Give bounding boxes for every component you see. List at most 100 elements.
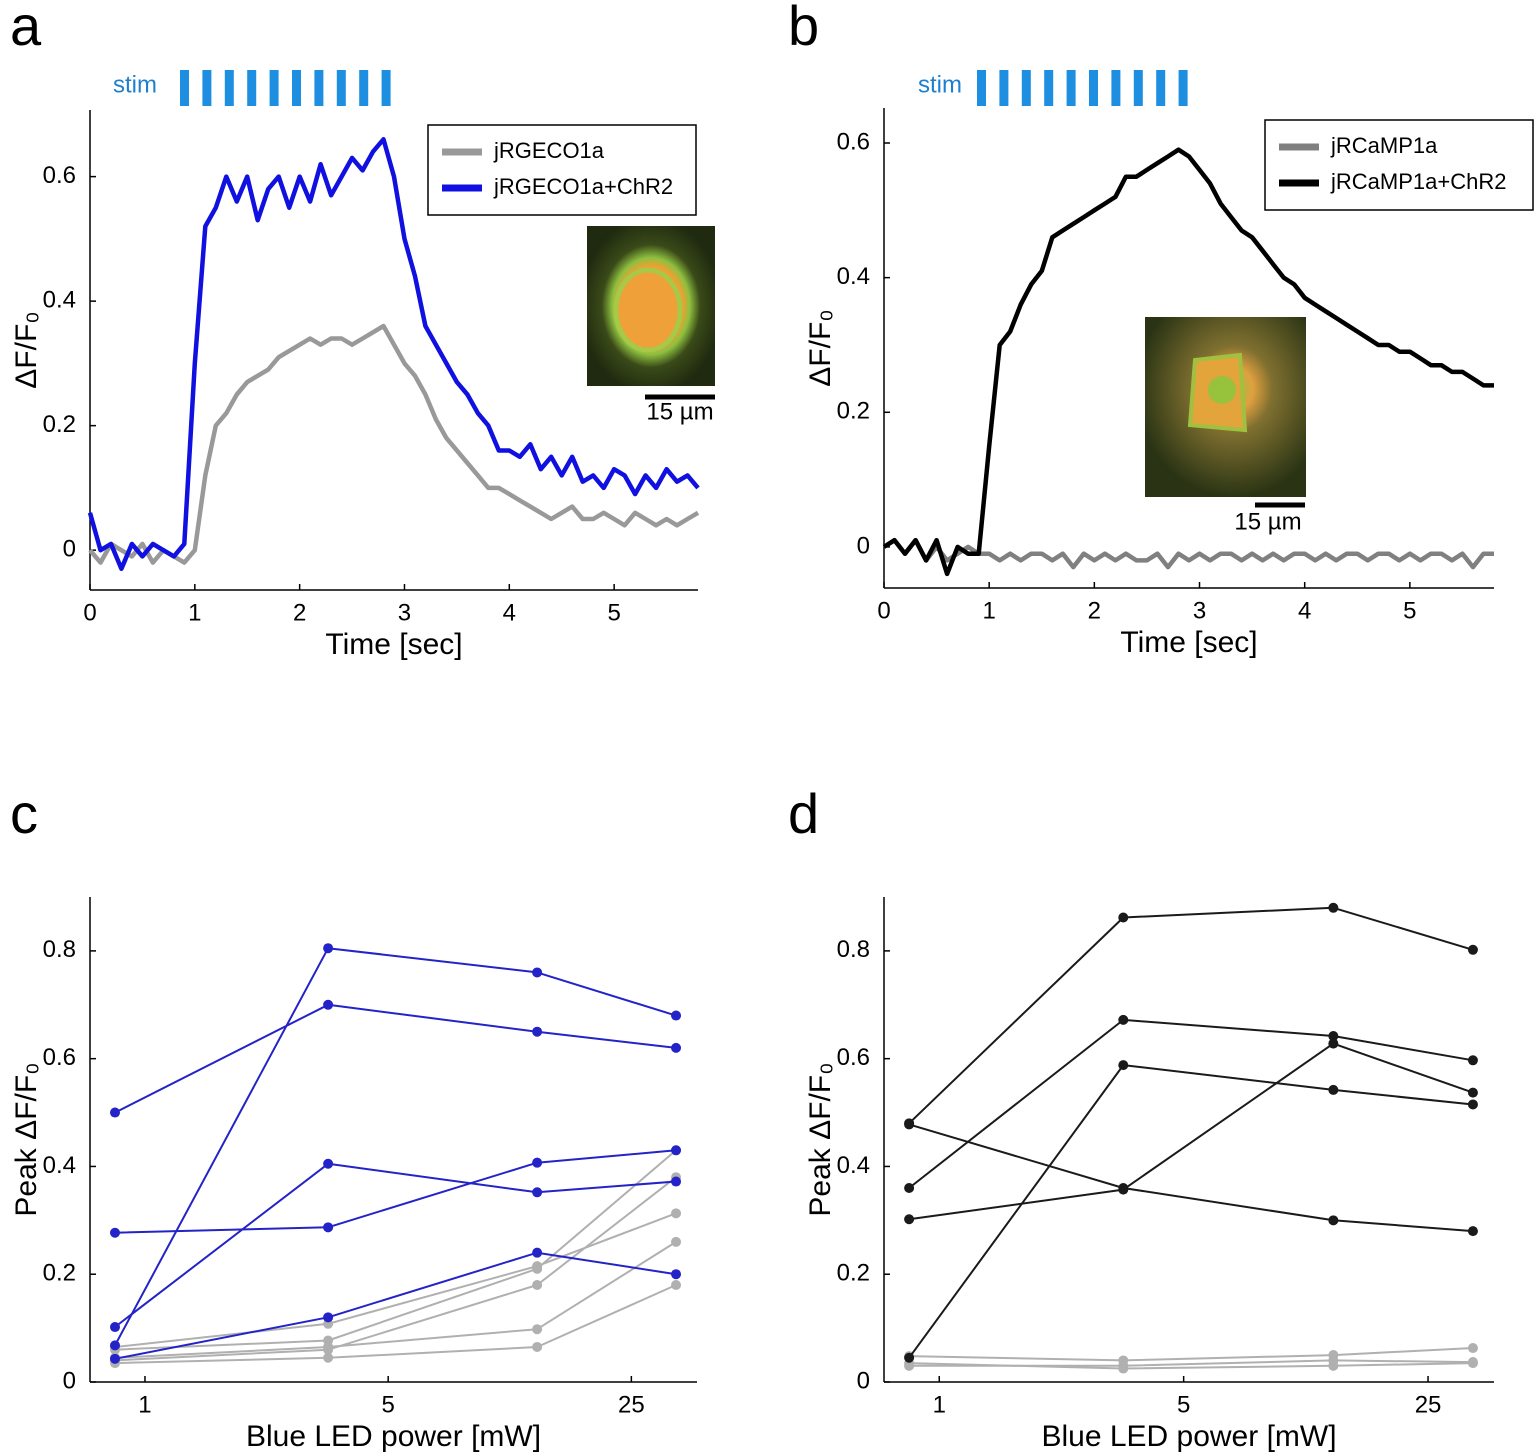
x-axis-label: Time [sec]: [1120, 626, 1257, 659]
series-line: [908, 906, 1474, 1125]
legend-box: [1264, 119, 1534, 211]
point: [671, 1236, 682, 1247]
y-tick-label: 0.8: [43, 936, 76, 963]
point: [671, 1010, 682, 1021]
point: [532, 1157, 543, 1168]
y-tick-label: 0.4: [43, 286, 76, 313]
point: [1328, 1215, 1339, 1226]
panel-letter: c: [10, 782, 38, 845]
stim-pulse: [180, 70, 189, 106]
x-axis-label: Time [sec]: [325, 628, 462, 661]
x-tick-label: 4: [1298, 597, 1311, 624]
series-line: [114, 947, 677, 1346]
point: [1467, 1087, 1478, 1098]
stim-pulse: [247, 70, 257, 106]
x-tick-label: 25: [618, 1391, 645, 1418]
point: [904, 1214, 915, 1225]
panel-letter: b: [788, 0, 819, 57]
point: [904, 1183, 915, 1193]
point: [904, 1352, 915, 1363]
y-tick-label: 0.6: [837, 1044, 870, 1071]
point: [109, 1227, 120, 1238]
point: [1467, 944, 1478, 955]
point: [671, 1269, 682, 1280]
point: [1467, 1226, 1478, 1237]
series-line: [114, 1162, 677, 1328]
x-tick-label: 2: [293, 599, 306, 626]
point: [671, 1042, 682, 1053]
inset-image-b: [1145, 317, 1306, 508]
point: [1118, 1183, 1129, 1193]
point: [109, 1353, 120, 1364]
y-tick-label: 0.4: [837, 1152, 870, 1179]
x-tick-label: 2: [1088, 597, 1101, 624]
point: [1328, 1031, 1339, 1042]
y-tick-label: 0.2: [43, 411, 76, 438]
scale-bar-label: 15 µm: [1234, 508, 1301, 535]
series-line: [114, 1149, 677, 1234]
point: [532, 1324, 543, 1335]
point: [1467, 1055, 1478, 1066]
stim-pulse: [1089, 70, 1098, 106]
x-tick-label: 0: [877, 597, 890, 624]
y-tick-label: 0: [857, 1367, 870, 1394]
x-tick-label: 1: [982, 597, 995, 624]
point: [1328, 902, 1339, 913]
series-line: [114, 1176, 677, 1362]
x-axis-label: Blue LED power [mW]: [1041, 1420, 1336, 1453]
x-tick-label: 3: [398, 599, 411, 626]
series-line: [909, 1347, 1473, 1362]
series-line: [908, 1064, 1474, 1359]
stim-label: stim: [113, 71, 157, 98]
stim-pulse: [977, 70, 986, 106]
y-tick-label: 0.4: [43, 1152, 76, 1179]
y-tick-label: 0.6: [43, 1044, 76, 1071]
point: [904, 1119, 915, 1130]
point: [109, 1340, 120, 1351]
point: [1328, 1084, 1339, 1095]
point: [1118, 1060, 1129, 1071]
scale-bar-label: 15 µm: [646, 398, 713, 425]
point: [109, 1322, 120, 1333]
series-line: [114, 1149, 677, 1351]
y-tick-label: 0: [857, 532, 870, 559]
stim-pulse: [336, 70, 346, 106]
point: [323, 1158, 334, 1169]
point: [532, 1263, 543, 1274]
stim-pulse: [1111, 70, 1121, 106]
stim-pulse: [381, 70, 391, 106]
legend-label: jRGECO1a: [493, 138, 605, 163]
y-tick-label: 0.2: [837, 1260, 870, 1287]
point: [109, 1107, 120, 1118]
point: [1328, 1038, 1339, 1049]
legend-label: jRCaMP1a+ChR2: [1330, 169, 1506, 194]
series-line: [114, 1284, 677, 1365]
point: [532, 967, 543, 978]
y-tick-label: 0.2: [43, 1260, 76, 1287]
point: [671, 1176, 682, 1187]
stim-pulse: [292, 70, 301, 106]
point: [323, 943, 334, 954]
x-tick-label: 4: [503, 599, 516, 626]
point: [323, 1222, 334, 1233]
stim-label: stim: [918, 71, 962, 98]
stim-pulse: [269, 70, 279, 106]
x-axis-label: Blue LED power [mW]: [246, 1420, 541, 1453]
stim-pulse: [999, 70, 1009, 106]
point: [1118, 1014, 1129, 1025]
legend-label: jRGECO1a+ChR2: [493, 174, 673, 199]
point: [323, 1341, 334, 1352]
panel-letter: d: [788, 782, 819, 845]
x-tick-label: 5: [1403, 597, 1416, 624]
stim-pulse: [1156, 70, 1166, 106]
series-line: [114, 1251, 677, 1360]
stim-pulse: [224, 70, 234, 106]
point: [1118, 1360, 1129, 1371]
series-line: [908, 1042, 1474, 1221]
x-tick-label: 1: [188, 599, 201, 626]
y-tick-label: 0.8: [837, 936, 870, 963]
stim-pulse: [202, 70, 212, 106]
series-line: [114, 1212, 677, 1348]
point: [323, 999, 334, 1010]
